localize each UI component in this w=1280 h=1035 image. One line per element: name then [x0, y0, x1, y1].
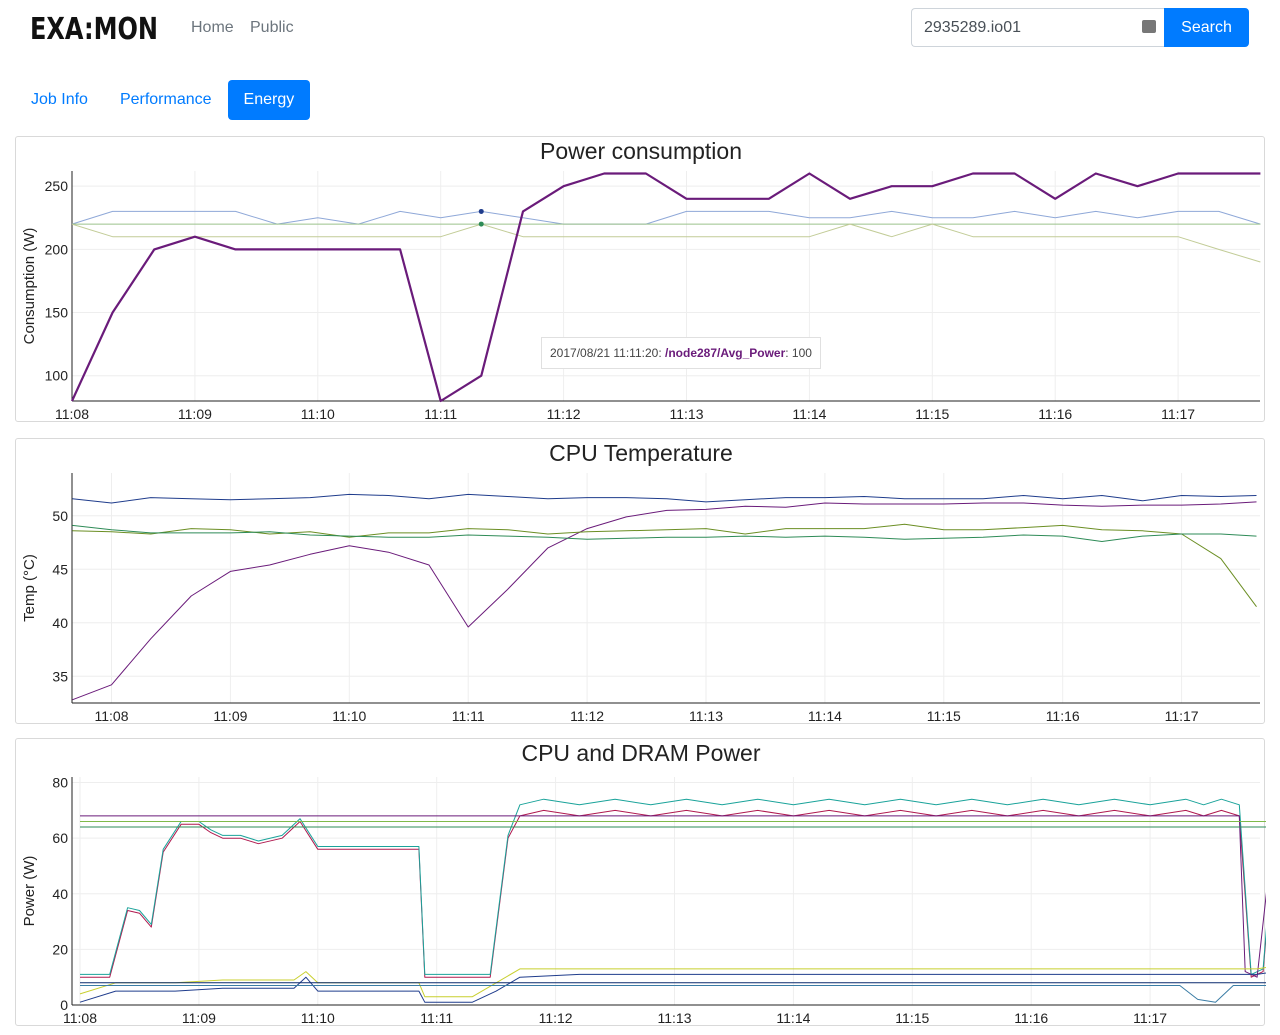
page-tabs: Job Info Performance Energy	[15, 80, 311, 120]
cpu-dram-power-panel: CPU and DRAM Power 11:08 11:09 11:10 11:11 11…	[15, 738, 1266, 1027]
x-tick-label: 11:15	[915, 406, 949, 422]
series-line	[80, 798, 1266, 975]
x-tick-label: 11:13	[670, 406, 704, 422]
examon-logo[interactable]: EXA:MON	[30, 10, 160, 46]
cpu-temperature-panel: CPU Temperature 11:08 11:09 11:10 11:11 11:12…	[15, 438, 1265, 724]
nav-public-link[interactable]: Public	[250, 19, 294, 36]
y-tick-label: 35	[52, 668, 68, 684]
series-line	[80, 985, 1266, 1003]
power-consumption-panel: Power consumption 11:08 11:09 11:10 11:11 11:…	[15, 136, 1265, 422]
search-form: Search	[911, 8, 1249, 47]
highlight-point	[478, 208, 484, 214]
x-tick-label: 11:16	[1038, 406, 1072, 422]
x-tick-label: 11:15	[895, 1010, 929, 1026]
highlight-point	[478, 221, 484, 227]
y-axis-label: Temp (°C)	[21, 554, 38, 622]
y-tick-label: 45	[52, 561, 68, 577]
y-tick-label: 200	[45, 241, 69, 257]
series-line	[79, 966, 1266, 998]
series-line	[72, 501, 1257, 701]
y-tick-label: 250	[45, 178, 69, 194]
y-tick-label: 40	[52, 886, 68, 902]
x-tick-label: 11:14	[808, 708, 842, 724]
x-tick-label: 11:08	[63, 1010, 97, 1026]
x-tick-label: 11:14	[776, 1010, 810, 1026]
series-line	[71, 172, 1261, 403]
tab-energy[interactable]: Energy	[227, 80, 311, 120]
x-tick-label: 11:11	[452, 708, 485, 724]
chart-title: CPU Temperature	[549, 440, 733, 466]
series-line	[72, 524, 1257, 542]
x-tick-label: 11:13	[658, 1010, 692, 1026]
search-button[interactable]: Search	[1164, 8, 1249, 47]
power-consumption-chart[interactable]: Power consumption 11:08 11:09 11:10 11:11 11:…	[16, 137, 1266, 423]
series-line	[71, 210, 1261, 225]
cpu-dram-power-chart[interactable]: CPU and DRAM Power 11:08 11:09 11:10 11:11 11…	[16, 739, 1266, 1027]
y-tick-label: 80	[52, 775, 68, 791]
x-tick-label: 11:15	[927, 708, 961, 724]
tooltip-series: /node287/Avg_Power	[665, 346, 786, 360]
x-tick-label: 11:09	[178, 406, 212, 422]
x-tick-label: 11:08	[55, 406, 89, 422]
y-tick-label: 150	[45, 305, 69, 321]
x-tick-label: 11:17	[1133, 1010, 1167, 1026]
navbar: EXA:MON Home Public Search	[0, 0, 1280, 60]
chart-title: Power consumption	[540, 138, 742, 164]
y-tick-label: 50	[52, 508, 68, 524]
x-tick-label: 11:11	[424, 406, 457, 422]
autofill-icon[interactable]	[1142, 14, 1156, 33]
tooltip-time: 2017/08/21 11:11:20:	[550, 346, 662, 360]
x-tick-label: 11:14	[792, 406, 826, 422]
x-tick-label: 11:09	[182, 1010, 216, 1026]
y-axis-label: Power (W)	[21, 856, 38, 927]
series-line	[79, 972, 1266, 1003]
x-tick-label: 11:12	[547, 406, 581, 422]
x-tick-label: 11:08	[95, 708, 129, 724]
logo-text: EXA:MON	[30, 12, 158, 46]
tab-performance[interactable]: Performance	[119, 91, 212, 108]
y-axis-label: Consumption (W)	[21, 228, 38, 345]
x-tick-label: 11:16	[1014, 1010, 1048, 1026]
y-tick-label: 60	[52, 830, 68, 846]
series-line	[72, 523, 1257, 607]
y-tick-label: 20	[52, 941, 68, 957]
x-tick-label: 11:13	[689, 708, 723, 724]
x-tick-label: 11:10	[301, 1010, 335, 1026]
x-tick-label: 11:12	[570, 708, 604, 724]
job-search-input[interactable]	[911, 8, 1164, 47]
y-tick-label: 40	[52, 615, 68, 631]
nav-home-link[interactable]: Home	[191, 19, 234, 36]
series-line	[80, 815, 1266, 978]
x-tick-label: 11:09	[213, 708, 247, 724]
x-tick-label: 11:17	[1161, 406, 1195, 422]
tooltip-value: : 100	[785, 346, 812, 360]
x-tick-label: 11:12	[539, 1010, 573, 1026]
chart-tooltip: 2017/08/21 11:11:20: /node287/Avg_Power:…	[541, 337, 821, 369]
x-tick-label: 11:10	[332, 708, 366, 724]
series-line	[72, 493, 1257, 504]
x-tick-label: 11:17	[1165, 708, 1199, 724]
y-tick-label: 0	[60, 997, 68, 1013]
chart-title: CPU and DRAM Power	[521, 740, 760, 766]
tab-job-info[interactable]: Job Info	[31, 91, 88, 108]
series-line	[71, 223, 1261, 263]
series-line	[80, 809, 1266, 978]
y-tick-label: 100	[45, 368, 69, 384]
cpu-temperature-chart[interactable]: CPU Temperature 11:08 11:09 11:10 11:11 11:12…	[16, 439, 1266, 725]
x-tick-label: 11:16	[1046, 708, 1080, 724]
x-tick-label: 11:10	[301, 406, 335, 422]
x-tick-label: 11:11	[420, 1010, 453, 1026]
